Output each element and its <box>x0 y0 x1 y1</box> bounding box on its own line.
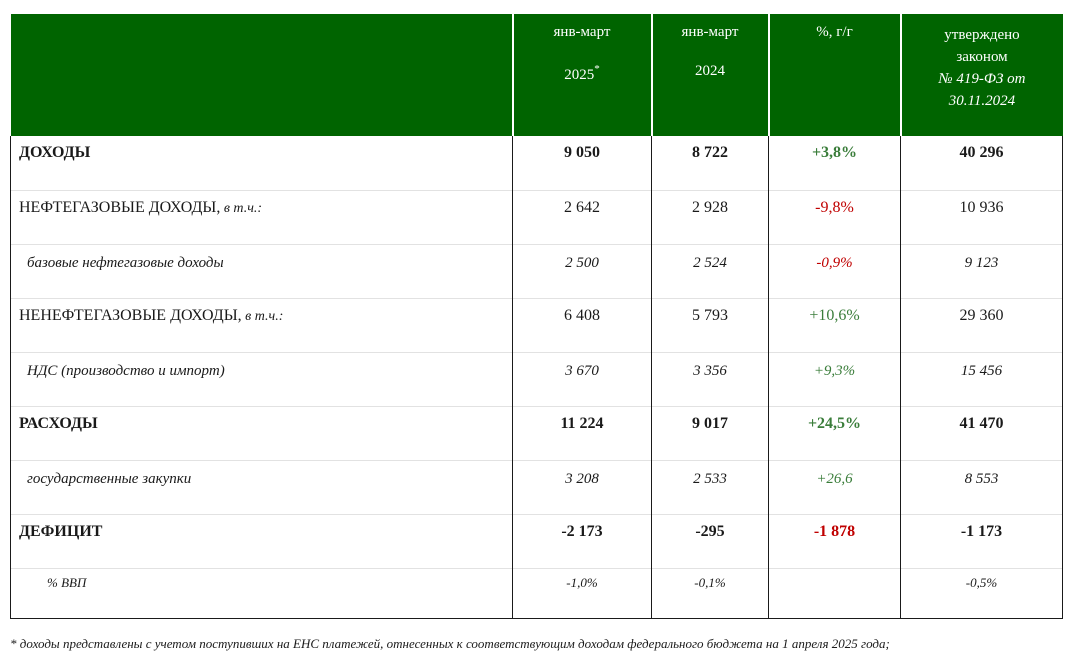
value-2024: 2 524 <box>651 243 769 298</box>
value-2024: 5 793 <box>651 297 769 352</box>
header-law-line4: 30.11.2024 <box>948 93 1016 109</box>
table-row-expenditures: РАСХОДЫ 11 224 9 017 +24,5% 41 470 <box>10 405 1063 460</box>
value-law: 40 296 <box>900 136 1063 190</box>
header-col-yoy-label: %, г/г <box>816 24 853 40</box>
value-2024: 9 017 <box>651 405 769 460</box>
row-label-suffix: в т.ч.: <box>220 200 263 216</box>
value-2025: -2 173 <box>512 513 652 568</box>
footnote-marker: * <box>594 63 600 75</box>
table-row-non-oil-gas-revenues: НЕНЕФТЕГАЗОВЫЕ ДОХОДЫ, в т.ч.: 6 408 5 7… <box>10 297 1063 352</box>
value-law: 8 553 <box>900 459 1063 514</box>
value-2024: 2 928 <box>651 189 769 244</box>
row-label-text: НЕФТЕГАЗОВЫЕ ДОХОДЫ, <box>19 198 221 216</box>
header-col-2024-year: 2024 <box>695 63 725 79</box>
header-law-line3: № 419-ФЗ от <box>938 71 1026 87</box>
value-2024: 3 356 <box>651 351 769 406</box>
value-law: -1 173 <box>900 513 1063 568</box>
value-yoy: +3,8% <box>768 136 901 190</box>
footnote: * доходы представлены с учетом поступивш… <box>10 636 890 651</box>
value-yoy: +10,6% <box>768 297 901 352</box>
row-label: ДЕФИЦИТ <box>10 513 513 568</box>
value-2025: 2 642 <box>512 189 652 244</box>
table-body: ДОХОДЫ 9 050 8 722 +3,8% 40 296 НЕФТЕГАЗ… <box>10 136 1063 619</box>
header-col-law: утверждено законом № 419-ФЗ от 30.11.202… <box>899 14 1063 136</box>
value-2025: 2 500 <box>512 243 652 298</box>
header-label-cell <box>10 14 513 136</box>
row-label: % ВВП <box>10 567 513 619</box>
header-col-yoy: %, г/г <box>767 14 901 136</box>
header-col-2025-period: янв-март <box>553 24 611 40</box>
header-law-line2: законом <box>956 49 1008 65</box>
value-2024: 2 533 <box>651 459 769 514</box>
value-yoy: +9,3% <box>768 351 901 406</box>
row-label-text: НЕНЕФТЕГАЗОВЫЕ ДОХОДЫ, <box>19 306 242 324</box>
value-2025: 3 670 <box>512 351 652 406</box>
value-yoy: +24,5% <box>768 405 901 460</box>
value-law: 41 470 <box>900 405 1063 460</box>
row-label: НЕНЕФТЕГАЗОВЫЕ ДОХОДЫ, в т.ч.: <box>10 297 513 352</box>
budget-table-container: янв-март 2025* янв-март 2024 %, г/г утве… <box>10 14 1063 619</box>
row-label: ДОХОДЫ <box>10 136 513 190</box>
row-label: НДС (производство и импорт) <box>10 351 513 406</box>
value-law: 15 456 <box>900 351 1063 406</box>
row-label-suffix: в т.ч.: <box>241 308 284 324</box>
value-2025: 6 408 <box>512 297 652 352</box>
value-law: 9 123 <box>900 243 1063 298</box>
value-2024: 8 722 <box>651 136 769 190</box>
row-label: базовые нефтегазовые доходы <box>10 243 513 298</box>
value-yoy <box>768 567 901 619</box>
value-law: -0,5% <box>900 567 1063 619</box>
value-2025: 11 224 <box>512 405 652 460</box>
value-law: 29 360 <box>900 297 1063 352</box>
table-row-deficit: ДЕФИЦИТ -2 173 -295 -1 878 -1 173 <box>10 513 1063 568</box>
header-year-2025: 2025 <box>564 67 595 83</box>
value-law: 10 936 <box>900 189 1063 244</box>
table-header: янв-март 2025* янв-март 2024 %, г/г утве… <box>10 14 1063 136</box>
value-2024: -0,1% <box>651 567 769 619</box>
table-row-vat: НДС (производство и импорт) 3 670 3 356 … <box>10 351 1063 406</box>
value-2025: 3 208 <box>512 459 652 514</box>
table-row-procurement: государственные закупки 3 208 2 533 +26,… <box>10 459 1063 514</box>
value-yoy: -9,8% <box>768 189 901 244</box>
table-row-oil-gas-revenues: НЕФТЕГАЗОВЫЕ ДОХОДЫ, в т.ч.: 2 642 2 928… <box>10 189 1063 244</box>
value-2025: -1,0% <box>512 567 652 619</box>
table-row-base-oil-gas: базовые нефтегазовые доходы 2 500 2 524 … <box>10 243 1063 298</box>
header-col-law-text: утверждено законом № 419-ФЗ от 30.11.202… <box>902 24 1063 112</box>
value-2024: -295 <box>651 513 769 568</box>
row-label: РАСХОДЫ <box>10 405 513 460</box>
header-law-line1: утверждено <box>944 27 1020 43</box>
budget-table: янв-март 2025* янв-март 2024 %, г/г утве… <box>10 14 1063 619</box>
value-yoy: -1 878 <box>768 513 901 568</box>
header-col-2025: янв-март 2025* <box>511 14 652 136</box>
row-label: государственные закупки <box>10 459 513 514</box>
header-col-2024: янв-март 2024 <box>650 14 769 136</box>
header-col-2025-year: 2025* <box>514 63 651 84</box>
table-row-revenues: ДОХОДЫ 9 050 8 722 +3,8% 40 296 <box>10 136 1063 190</box>
header-col-2024-period: янв-март <box>681 24 739 40</box>
table-row-gdp-share: % ВВП -1,0% -0,1% -0,5% <box>10 567 1063 619</box>
value-yoy: -0,9% <box>768 243 901 298</box>
value-yoy: +26,6 <box>768 459 901 514</box>
value-2025: 9 050 <box>512 136 652 190</box>
row-label: НЕФТЕГАЗОВЫЕ ДОХОДЫ, в т.ч.: <box>10 189 513 244</box>
